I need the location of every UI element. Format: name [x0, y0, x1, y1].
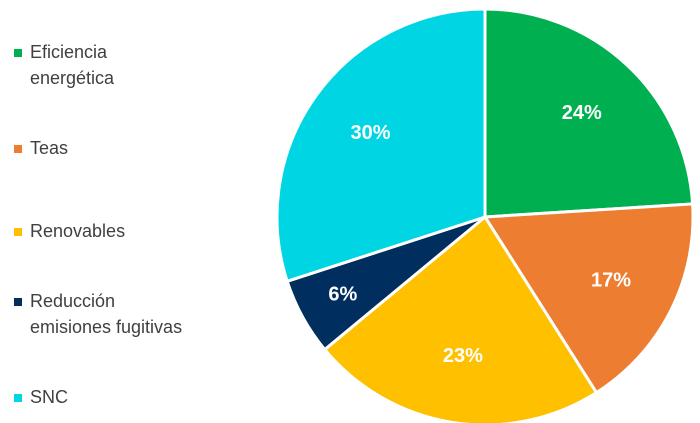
data-label: 30% — [351, 122, 391, 144]
pie-slice — [482, 202, 695, 395]
legend-label: Eficiencia energética — [30, 42, 115, 88]
legend-swatch — [14, 298, 22, 306]
data-label: 6% — [328, 283, 357, 305]
pie-slice — [322, 214, 599, 423]
legend-label: Renovables — [30, 221, 125, 241]
legend-label: Teas — [30, 138, 68, 158]
legend-line: energética — [30, 68, 115, 88]
pie-slice — [483, 7, 695, 219]
data-label: 24% — [562, 102, 602, 124]
pie-slice — [275, 7, 487, 284]
legend-label: SNC — [30, 387, 68, 407]
legend-swatch — [14, 49, 22, 57]
legend-line: Reducción — [30, 291, 115, 311]
legend-swatch — [14, 145, 22, 153]
legend-line: emisiones fugitivas — [30, 317, 182, 337]
data-label: 17% — [591, 269, 631, 291]
legend-label: Reducción emisiones fugitivas — [30, 291, 182, 337]
data-label: 23% — [443, 345, 483, 367]
legend-line: Eficiencia — [30, 42, 108, 62]
legend-swatch — [14, 394, 22, 402]
legend-swatch — [14, 228, 22, 236]
